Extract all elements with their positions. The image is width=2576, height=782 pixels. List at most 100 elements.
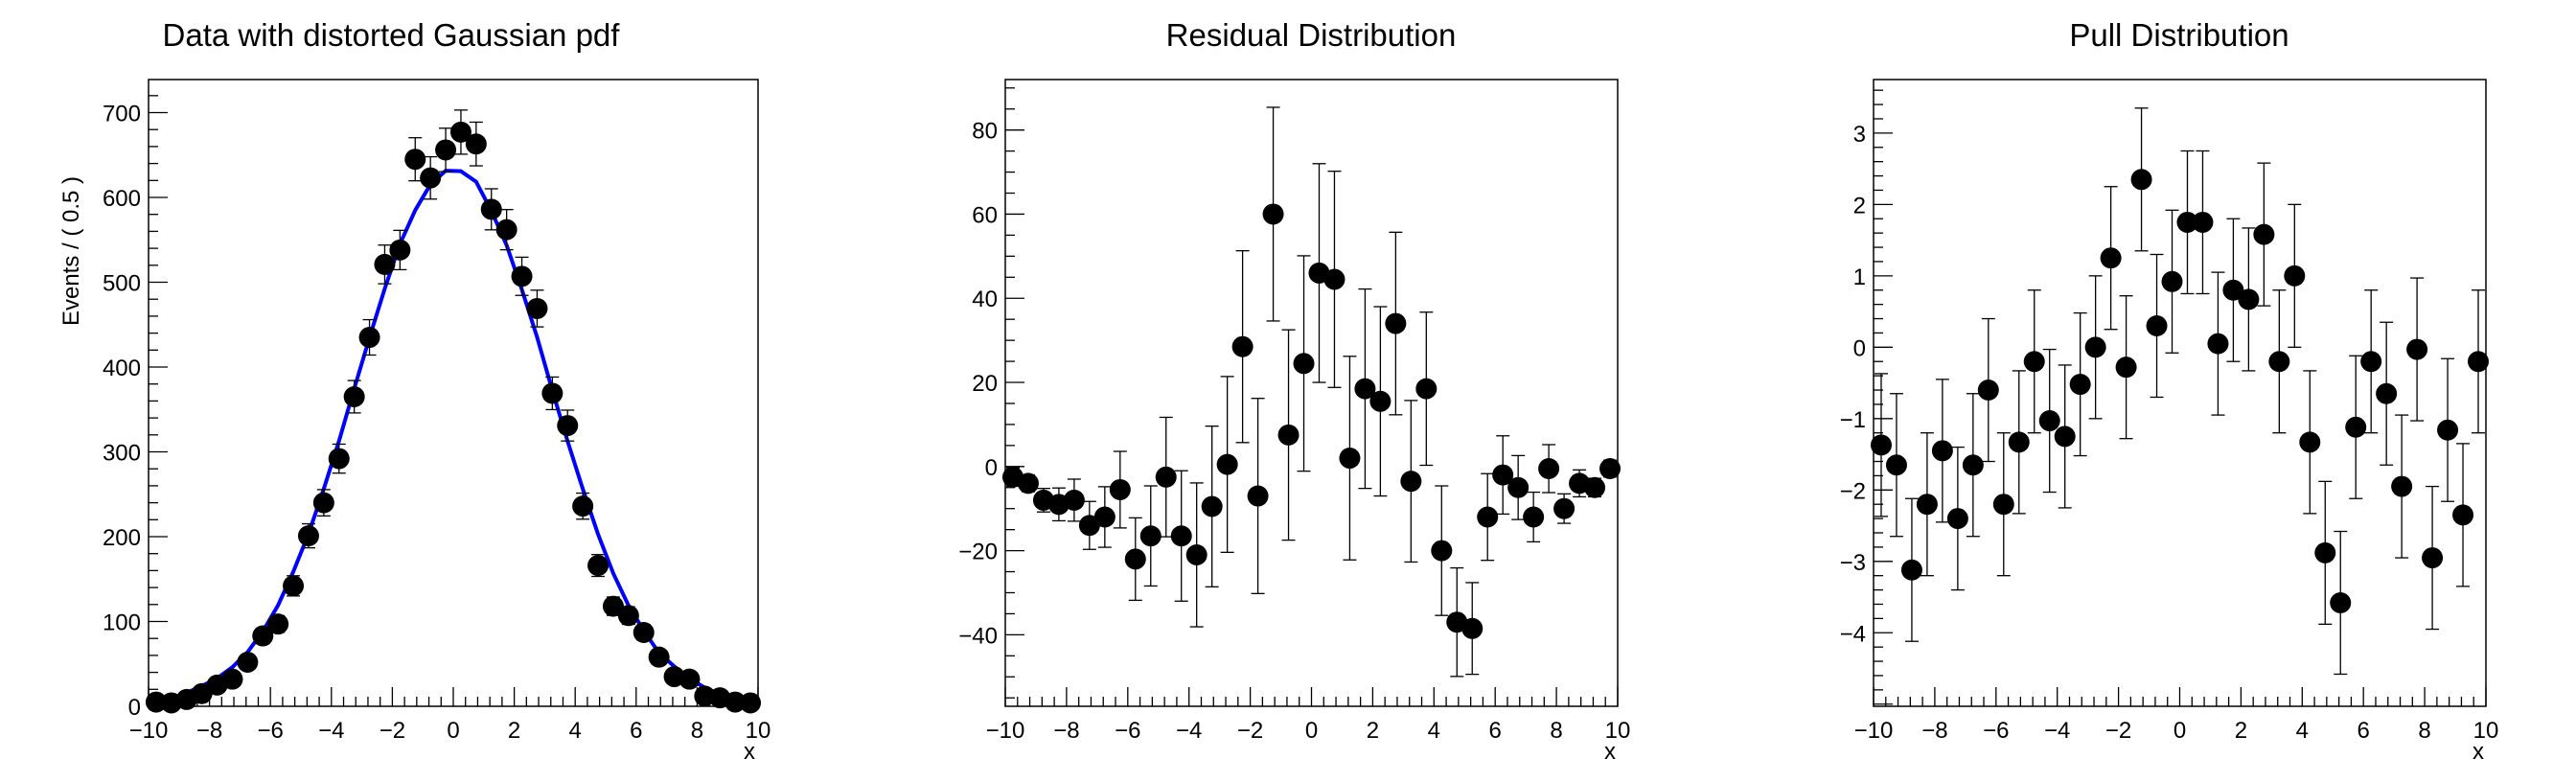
- data-point: [1354, 378, 1376, 400]
- data-point: [343, 385, 365, 407]
- data-point: [1584, 476, 1606, 498]
- data-point: [2268, 351, 2290, 373]
- data-point: [1017, 472, 1039, 494]
- x-tick-label: −8: [1053, 718, 1079, 744]
- data-point: [1262, 203, 1284, 225]
- x-tick-label: 4: [1428, 718, 1440, 744]
- data-point: [2146, 314, 2168, 336]
- data-point: [1477, 506, 1499, 528]
- data-point: [2345, 416, 2367, 438]
- y-tick-label: −40: [958, 623, 998, 649]
- data-point: [617, 605, 639, 627]
- x-tick-label: −4: [1176, 718, 1202, 744]
- x-tick-label: 6: [1489, 718, 1502, 744]
- data-point: [374, 253, 396, 275]
- data-point: [267, 613, 289, 635]
- data-point: [2084, 336, 2106, 358]
- x-tick-label: 6: [630, 718, 642, 744]
- x-tick-label: −6: [1115, 718, 1140, 744]
- data-point: [1431, 540, 1453, 562]
- data-point: [2130, 169, 2152, 191]
- data-point: [1155, 466, 1177, 488]
- x-tick-label: −10: [129, 718, 169, 744]
- data-point: [237, 651, 259, 673]
- data-point: [2284, 264, 2306, 287]
- data-point: [1293, 353, 1315, 375]
- data-point: [2023, 351, 2045, 373]
- data-point: [1492, 464, 1514, 486]
- x-tick-label: 2: [1367, 718, 1379, 744]
- y-tick-label: 60: [972, 202, 998, 228]
- y-tick-label: 0: [1853, 335, 1866, 361]
- x-tick-label: −2: [2105, 718, 2131, 744]
- data-point: [358, 327, 380, 349]
- data-point: [2176, 211, 2198, 233]
- data-point: [2222, 279, 2244, 301]
- x-tick-label: −8: [1921, 718, 1947, 744]
- x-tick-label: −8: [196, 718, 222, 744]
- x-tick-label: 4: [569, 718, 582, 744]
- data-point: [2038, 410, 2060, 432]
- data-point: [526, 297, 548, 319]
- x-tick-label: 2: [2235, 718, 2247, 744]
- x-axis-label: x: [744, 739, 755, 765]
- data-point: [678, 668, 701, 690]
- data-point: [328, 448, 350, 470]
- data-point: [2452, 504, 2474, 526]
- y-tick-label: 20: [972, 371, 998, 397]
- plot-frame: [1004, 79, 1619, 707]
- chart-title: Pull Distribution: [2069, 17, 2288, 53]
- x-tick-label: 2: [508, 718, 520, 744]
- panel-residual: Residual Distribution x −10 −8 −6 −4 −2 0 2 4 6 8…: [958, 17, 1630, 765]
- data-point: [1885, 454, 1907, 476]
- x-tick-label: 0: [447, 718, 459, 744]
- x-tick-label: 6: [2358, 718, 2370, 744]
- data-point: [2069, 374, 2091, 396]
- data-point: [1216, 453, 1238, 475]
- x-axis-label: x: [2472, 739, 2484, 765]
- x-tick-label: 8: [2418, 718, 2430, 744]
- data-point: [1962, 454, 1984, 476]
- data-point: [1599, 458, 1622, 480]
- data-point: [480, 198, 502, 220]
- x-tick-label: −10: [986, 718, 1025, 744]
- x-tick-label: −6: [1983, 718, 2009, 744]
- chart-title: Residual Distribution: [1166, 17, 1457, 53]
- data-point: [740, 692, 762, 714]
- y-tick-label: −20: [958, 540, 998, 565]
- y-tick-label: −3: [1840, 550, 1866, 576]
- data-point: [1946, 508, 1968, 530]
- data-point: [297, 525, 319, 547]
- data-point: [2054, 426, 2076, 448]
- data-point: [1553, 497, 1576, 519]
- data-point: [557, 415, 579, 437]
- data-point: [1507, 476, 1530, 498]
- data-point: [511, 265, 533, 288]
- data-point: [465, 133, 487, 155]
- data-point: [1992, 494, 2014, 516]
- data-point: [2437, 419, 2459, 441]
- y-tick-label: 0: [128, 695, 141, 721]
- data-point: [221, 668, 243, 690]
- data-point: [312, 492, 334, 514]
- y-tick-label: 0: [985, 455, 998, 481]
- data-point: [1415, 378, 1438, 400]
- y-tick-label: 400: [103, 356, 141, 381]
- y-tick-label: 200: [103, 525, 141, 551]
- data-point: [1523, 506, 1545, 528]
- data-point: [2360, 351, 2382, 373]
- data-point: [252, 625, 274, 647]
- data-point: [1339, 448, 1361, 470]
- data-point: [1277, 424, 1300, 446]
- plot-frame: [148, 79, 759, 707]
- y-tick-label: 80: [972, 119, 998, 145]
- data-point: [1093, 506, 1116, 528]
- y-tick-label: 3: [1853, 122, 1866, 148]
- data-point: [2238, 288, 2260, 310]
- data-point: [2253, 223, 2275, 245]
- data-point: [2330, 591, 2352, 613]
- x-tick-label: 0: [2174, 718, 2186, 744]
- x-axis-label: x: [1604, 739, 1616, 765]
- data-point: [1916, 494, 1938, 516]
